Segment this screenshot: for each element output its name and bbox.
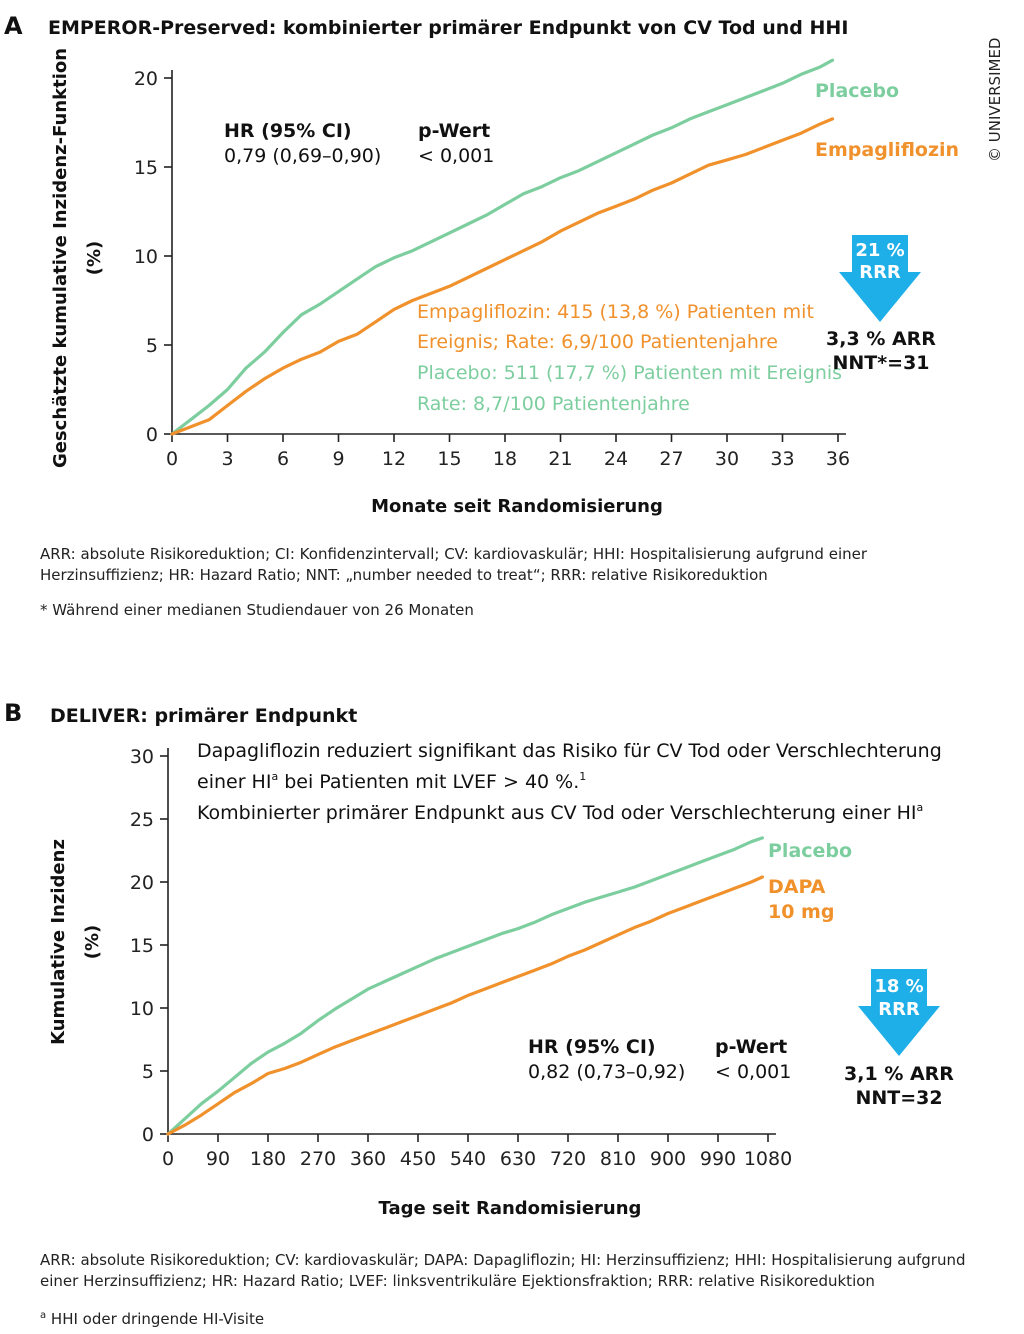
panel-a-footnote-abbreviations: ARR: absolute Risikoreduktion; CI: Konfi… [40,545,868,584]
panel-a-arrow-rrr-value: 21 % [855,240,904,261]
panel-b-x-tick-label: 450 [400,1148,436,1170]
panel-b-y-tick-label: 25 [130,809,154,831]
panel-a-footnote-star: * Während einer medianen Studiendauer vo… [40,601,474,619]
panel-b-y-tick-label: 5 [142,1061,154,1083]
panel-a-x-tick-label: 0 [166,448,178,470]
panel-b-rrr-arrow: 18 % RRR [858,969,940,1056]
panel-a-x-tick-label: 15 [437,448,461,470]
panel-b-description-line-3: Kombinierter primärer Endpunkt aus CV To… [197,801,923,824]
panel-b-footnote-a: a HHI oder dringende HI-Visite [40,1305,990,1330]
panel-a-y-axis-title: Geschätzte kumulative Inzidenz-Funktion [50,48,71,468]
panel-a-legend-placebo: Placebo [815,80,899,102]
panel-b-x-tick-label: 540 [450,1148,486,1170]
panel-b-x-tick-label: 360 [350,1148,386,1170]
panel-a-x-tick-label: 18 [493,448,517,470]
panel-a-y-tick-label: 15 [134,157,158,179]
panel-a-letter: A [4,12,23,40]
panel-a-y-axis-unit: (%) [84,241,105,276]
panel-a-x-tick-label: 24 [604,448,628,470]
panel-a-rrr-arrow: 21 % RRR [839,235,921,322]
panel-a-x-tick-label: 33 [770,448,794,470]
copyright-text: © UNIVERSIMED [986,38,1004,162]
panel-b-p-value: < 0,001 [715,1061,791,1083]
panel-a-arrow-rrr-label: RRR [859,262,901,283]
panel-b-series-line-dapa-10-mg [166,875,764,1136]
panel-b-axes: 0 5 10 15 20 25 30 0 90 180 270 360 450 540 630 720 810 9… [130,746,792,1170]
panel-b-x-tick-label: 630 [500,1148,536,1170]
panel-a-arr: 3,3 % ARR [826,328,936,350]
panel-a-series-line-placebo [170,58,835,436]
panel-b-x-tick-label: 720 [550,1148,586,1170]
panel-b-x-tick-label: 90 [206,1148,230,1170]
panel-b-x-tick-label: 900 [650,1148,686,1170]
panel-b-p-head: p-Wert [715,1036,787,1058]
panel-a: A EMPEROR-Preserved: kombinierter primär… [4,12,959,517]
panel-b-arrow-icon [858,969,940,1056]
panel-b-x-tick-label: 1080 [744,1148,792,1170]
panel-a-x-tick-label: 6 [277,448,289,470]
panel-b-arrow-rrr-label: RRR [878,999,920,1020]
panel-b-y-tick-label: 15 [130,935,154,957]
panel-a-y-tick-label: 10 [134,246,158,268]
panel-a-hr-value: 0,79 (0,69–0,90) [224,145,381,167]
panel-a-x-tick-label: 9 [332,448,344,470]
panel-a-x-tick-label: 12 [382,448,406,470]
panel-b-footnote-a-text: HHI oder dringende HI-Visite [46,1310,265,1328]
panel-a-p-head: p-Wert [418,120,490,142]
panel-b-y-tick-label: 30 [130,746,154,768]
panel-b-plot-area [166,836,764,1136]
panel-b-x-tick-label: 810 [600,1148,636,1170]
panel-b-y-axis-unit: (%) [82,925,103,960]
panel-a-p-value: < 0,001 [418,145,494,167]
panel-a-x-tick-label: 27 [659,448,683,470]
panel-b-y-tick-label: 0 [142,1124,154,1146]
panel-a-y-tick-label: 0 [146,424,158,446]
panel-a-y-tick-label: 5 [146,335,158,357]
panel-b-description-line-1: Dapagliflozin reduziert signifikant das … [197,740,942,762]
panel-b-x-tick-label: 990 [700,1148,736,1170]
panel-b-hr-head: HR (95% CI) [528,1036,656,1058]
panel-b-y-axis-title: Kumulative Inzidenz [48,839,69,1045]
panel-b-series-line-placebo [166,836,764,1136]
panel-b-legend-dapa-2: 10 mg [768,901,834,923]
panel-b: B DELIVER: primärer Endpunkt Kumulative … [4,699,954,1219]
panel-a-x-axis-title: Monate seit Randomisierung [371,496,663,517]
panel-a-annotation-treatment-1: Empagliflozin: 415 (13,8 %) Patienten mi… [417,301,814,323]
panel-a-x-tick-label: 3 [221,448,233,470]
panel-a-x-tick-label: 30 [715,448,739,470]
panel-b-description-line-2: einer HIa bei Patienten mit LVEF > 40 %.… [197,770,586,793]
panel-a-plot-area [170,58,835,436]
panel-a-title: EMPEROR-Preserved: kombinierter primärer… [48,17,848,39]
panel-a-arrow-icon [839,235,921,322]
panel-b-letter: B [4,699,22,727]
panel-a-nnt: NNT*=31 [832,352,929,374]
panel-a-hr-head: HR (95% CI) [224,120,352,142]
panel-b-x-tick-label: 180 [250,1148,286,1170]
panel-a-annotation-treatment-2: Ereignis; Rate: 6,9/100 Patientenjahre [417,331,778,353]
panel-b-x-tick-label: 270 [300,1148,336,1170]
panel-a-x-tick-label: 36 [826,448,850,470]
panel-a-legend-empagliflozin: Empagliflozin [815,139,959,161]
panel-a-annotation-placebo-1: Placebo: 511 (17,7 %) Patienten mit Erei… [417,362,842,384]
panel-a-x-tick-label: 21 [548,448,572,470]
panel-b-arr: 3,1 % ARR [844,1063,954,1085]
panel-a-annotation-placebo-2: Rate: 8,7/100 Patientenjahre [417,393,690,415]
panel-b-arrow-rrr-value: 18 % [874,976,923,997]
panel-a-series-line-empagliflozin [170,117,835,436]
panel-a-y-tick-label: 20 [134,68,158,90]
panel-b-legend-placebo: Placebo [768,840,852,862]
panel-b-x-axis-title: Tage seit Randomisierung [379,1198,642,1219]
panel-b-legend-dapa-1: DAPA [768,876,826,898]
panel-b-y-tick-label: 20 [130,872,154,894]
panel-b-nnt: NNT=32 [855,1087,942,1109]
panel-b-y-tick-label: 10 [130,998,154,1020]
panel-b-x-tick-label: 0 [162,1148,174,1170]
panel-b-footnote-abbreviations: ARR: absolute Risikoreduktion; CV: kardi… [40,1251,966,1290]
panel-b-footnote-a-mark: a [40,1310,47,1321]
panel-b-hr-value: 0,82 (0,73–0,92) [528,1061,685,1083]
panel-b-title: DELIVER: primärer Endpunkt [50,705,357,727]
